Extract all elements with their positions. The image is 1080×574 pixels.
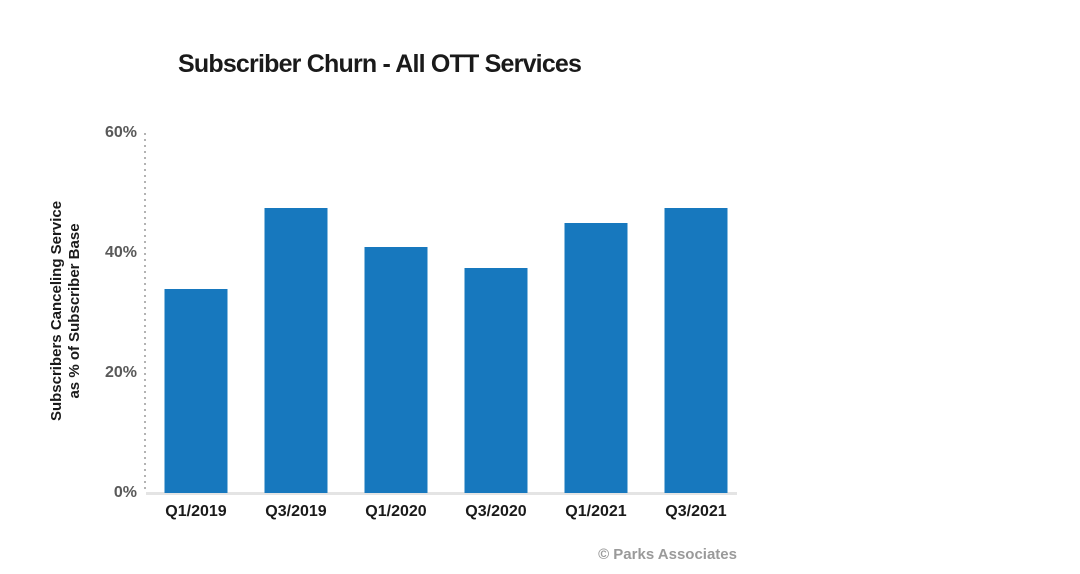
bar-Q1/2019 xyxy=(164,289,228,493)
bar-column: Q3/2019 xyxy=(246,133,346,520)
source-credit: © Parks Associates xyxy=(598,546,737,563)
y-tick-label-0: 0% xyxy=(113,484,137,501)
y-axis-line xyxy=(144,133,146,493)
x-axis-line xyxy=(146,492,737,495)
bar-column: Q3/2020 xyxy=(446,133,546,520)
x-tick-label-Q1/2019: Q1/2019 xyxy=(165,503,227,520)
y-tick-label-60: 60% xyxy=(104,124,137,141)
y-tick-label-40: 40% xyxy=(104,244,137,261)
bar-Q3/2021 xyxy=(664,208,728,493)
x-tick-label-Q3/2019: Q3/2019 xyxy=(265,503,327,520)
bar-column: Q1/2019 xyxy=(146,133,246,520)
x-tick-label-Q1/2020: Q1/2020 xyxy=(365,503,427,520)
bar-column: Q3/2021 xyxy=(646,133,746,520)
bar-column: Q1/2020 xyxy=(346,133,446,520)
y-axis-title-line1: Subscribers Canceling Service xyxy=(48,200,65,422)
bar-column: Q1/2021 xyxy=(546,133,646,520)
x-tick-label-Q1/2021: Q1/2021 xyxy=(565,503,627,520)
y-axis-title: Subscribers Canceling Service as % of Su… xyxy=(48,201,84,421)
y-tick-label-20: 20% xyxy=(104,364,137,381)
bar-Q1/2020 xyxy=(364,247,428,493)
plot-area: 0% 20% 40% 60% Q1/2019 Q3/2019 Q1/2020 Q3/2020 Q… xyxy=(105,124,737,520)
x-tick-label-Q3/2020: Q3/2020 xyxy=(465,503,527,520)
chart-title: Subscriber Churn - All OTT Services xyxy=(178,50,582,78)
bar-Q3/2019 xyxy=(264,208,328,493)
bar-Q3/2020 xyxy=(464,268,528,493)
bar-Q1/2021 xyxy=(564,223,628,493)
y-axis-title-line2: as % of Subscriber Base xyxy=(66,223,83,399)
x-tick-label-Q3/2021: Q3/2021 xyxy=(665,503,727,520)
